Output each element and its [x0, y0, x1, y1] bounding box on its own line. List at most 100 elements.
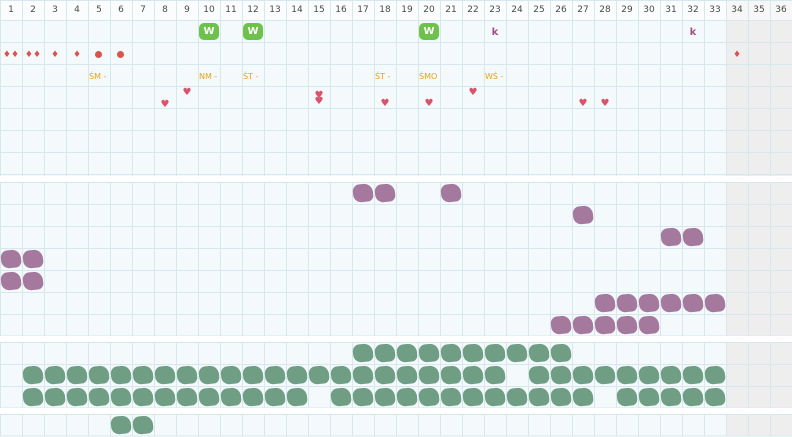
green-entry[interactable]: [132, 387, 154, 407]
green-entry[interactable]: [506, 387, 528, 407]
purple-entry[interactable]: [0, 271, 22, 291]
purple-entry[interactable]: [704, 293, 726, 313]
green-entry[interactable]: [440, 365, 462, 385]
green-entry[interactable]: [352, 387, 374, 407]
green-entry[interactable]: [286, 387, 308, 407]
green-entry[interactable]: [132, 365, 154, 385]
green-entry[interactable]: [462, 343, 484, 363]
green-entry[interactable]: [572, 365, 594, 385]
green-entry[interactable]: [396, 387, 418, 407]
green-entry[interactable]: [660, 365, 682, 385]
purple-entry[interactable]: [0, 249, 22, 269]
purple-entry[interactable]: [440, 183, 462, 203]
green-entry[interactable]: [484, 365, 506, 385]
green-entry[interactable]: [132, 415, 154, 435]
green-entry[interactable]: [66, 387, 88, 407]
weekend-badge[interactable]: W: [199, 23, 219, 40]
heart-icon[interactable]: ♥: [380, 98, 390, 109]
green-entry[interactable]: [22, 387, 44, 407]
green-entry[interactable]: [462, 387, 484, 407]
drop-icon[interactable]: ♦: [72, 50, 82, 60]
green-entry[interactable]: [198, 387, 220, 407]
event-label[interactable]: ŚT -: [375, 72, 391, 81]
heart-icon[interactable]: ♥: [314, 90, 324, 101]
green-entry[interactable]: [110, 365, 132, 385]
purple-entry[interactable]: [572, 205, 594, 225]
event-label[interactable]: ŚMO: [419, 72, 438, 81]
purple-entry[interactable]: [660, 293, 682, 313]
green-entry[interactable]: [374, 387, 396, 407]
green-entry[interactable]: [528, 343, 550, 363]
green-entry[interactable]: [22, 365, 44, 385]
green-entry[interactable]: [594, 365, 616, 385]
green-entry[interactable]: [418, 365, 440, 385]
green-entry[interactable]: [374, 343, 396, 363]
purple-entry[interactable]: [550, 315, 572, 335]
green-entry[interactable]: [110, 387, 132, 407]
green-entry[interactable]: [198, 365, 220, 385]
weekend-badge[interactable]: W: [243, 23, 263, 40]
event-label[interactable]: WŚ -: [485, 72, 504, 81]
drop-icon[interactable]: ♦: [732, 50, 742, 60]
green-entry[interactable]: [330, 387, 352, 407]
green-entry[interactable]: [66, 365, 88, 385]
green-entry[interactable]: [550, 387, 572, 407]
green-entry[interactable]: [638, 387, 660, 407]
green-entry[interactable]: [44, 387, 66, 407]
event-label[interactable]: ŚT -: [243, 72, 259, 81]
heart-icon[interactable]: ♥: [182, 87, 192, 98]
green-entry[interactable]: [440, 343, 462, 363]
green-entry[interactable]: [264, 365, 286, 385]
purple-entry[interactable]: [22, 249, 44, 269]
event-label[interactable]: ŚM -: [89, 72, 107, 81]
green-entry[interactable]: [44, 365, 66, 385]
green-entry[interactable]: [110, 415, 132, 435]
heart-icon[interactable]: ♥: [314, 96, 324, 107]
drop-icon[interactable]: ♦♦: [2, 50, 20, 60]
green-entry[interactable]: [638, 365, 660, 385]
green-entry[interactable]: [704, 387, 726, 407]
green-entry[interactable]: [176, 365, 198, 385]
purple-entry[interactable]: [374, 183, 396, 203]
green-entry[interactable]: [572, 387, 594, 407]
green-entry[interactable]: [528, 365, 550, 385]
green-entry[interactable]: [352, 365, 374, 385]
green-entry[interactable]: [286, 365, 308, 385]
green-entry[interactable]: [154, 365, 176, 385]
green-entry[interactable]: [440, 387, 462, 407]
drop-icon[interactable]: ♦♦: [24, 50, 42, 60]
purple-entry[interactable]: [352, 183, 374, 203]
purple-entry[interactable]: [682, 293, 704, 313]
drop-icon[interactable]: ♦: [50, 50, 60, 60]
purple-entry[interactable]: [682, 227, 704, 247]
green-entry[interactable]: [704, 365, 726, 385]
purple-entry[interactable]: [638, 293, 660, 313]
green-entry[interactable]: [154, 387, 176, 407]
green-entry[interactable]: [176, 387, 198, 407]
purple-entry[interactable]: [594, 293, 616, 313]
k-marker[interactable]: k: [491, 27, 499, 38]
green-entry[interactable]: [220, 365, 242, 385]
green-entry[interactable]: [660, 387, 682, 407]
green-entry[interactable]: [308, 365, 330, 385]
purple-entry[interactable]: [572, 315, 594, 335]
green-entry[interactable]: [682, 365, 704, 385]
green-entry[interactable]: [484, 387, 506, 407]
green-entry[interactable]: [264, 387, 286, 407]
green-entry[interactable]: [528, 387, 550, 407]
purple-entry[interactable]: [616, 315, 638, 335]
purple-entry[interactable]: [22, 271, 44, 291]
heart-icon[interactable]: ♥: [468, 87, 478, 98]
green-entry[interactable]: [374, 365, 396, 385]
k-marker[interactable]: k: [689, 27, 697, 38]
green-entry[interactable]: [550, 365, 572, 385]
green-entry[interactable]: [396, 365, 418, 385]
green-entry[interactable]: [396, 343, 418, 363]
heart-icon[interactable]: ♥: [424, 98, 434, 109]
green-entry[interactable]: [550, 343, 572, 363]
green-entry[interactable]: [506, 343, 528, 363]
green-entry[interactable]: [352, 343, 374, 363]
green-entry[interactable]: [418, 387, 440, 407]
green-entry[interactable]: [330, 365, 352, 385]
green-entry[interactable]: [242, 365, 264, 385]
